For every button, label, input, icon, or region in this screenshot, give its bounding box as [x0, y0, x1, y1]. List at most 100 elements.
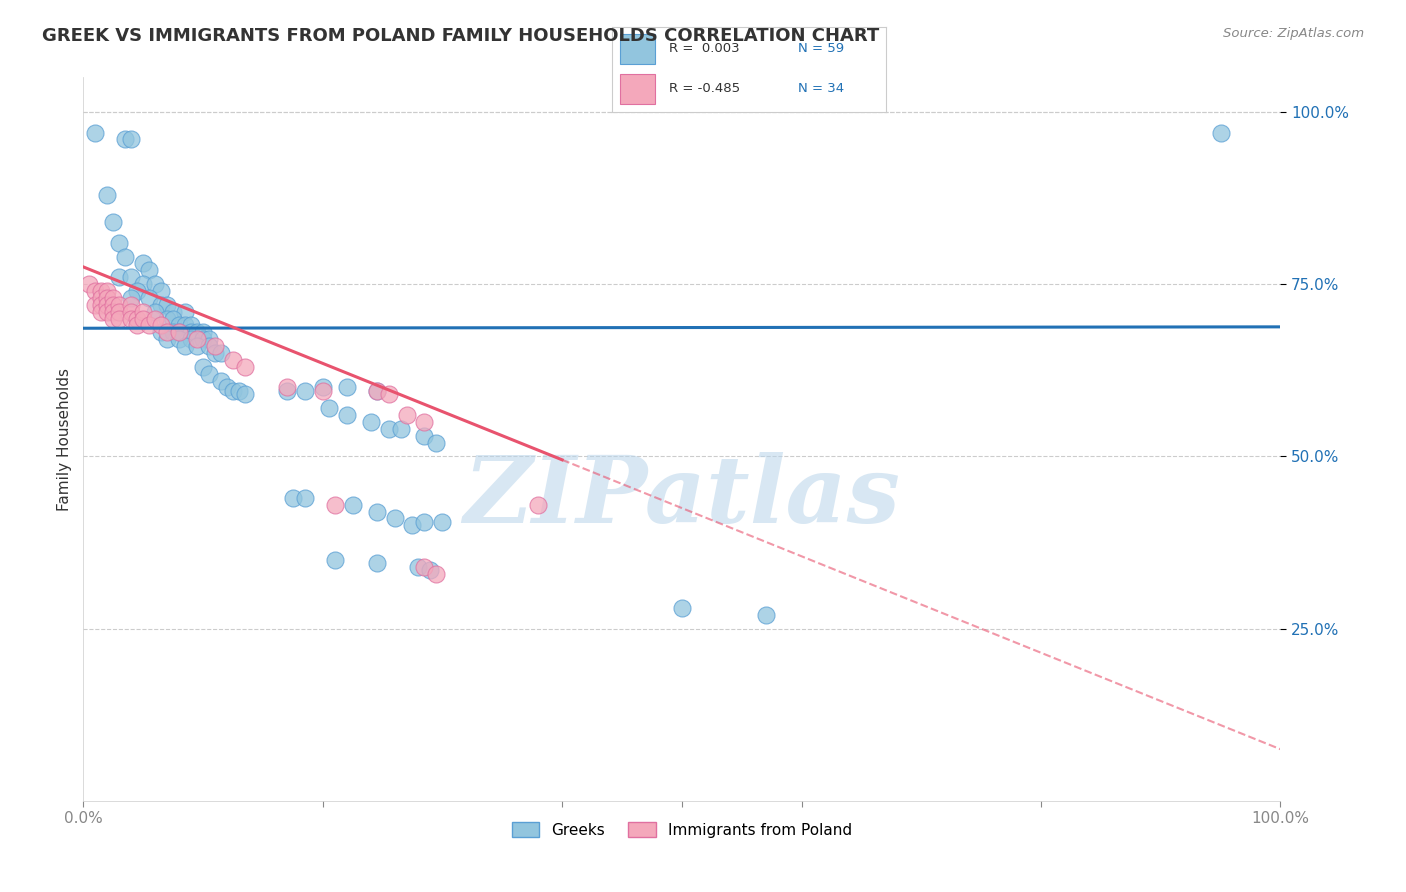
Point — [96, 298, 118, 312]
Point — [138, 263, 160, 277]
Point — [120, 311, 142, 326]
Point — [174, 304, 197, 318]
Point — [527, 498, 550, 512]
Point — [156, 326, 179, 340]
Point — [233, 387, 256, 401]
Point — [186, 332, 208, 346]
Point — [191, 359, 214, 374]
Point — [323, 498, 346, 512]
Point — [132, 277, 155, 292]
Point — [198, 332, 221, 346]
Point — [413, 515, 436, 529]
FancyBboxPatch shape — [620, 74, 655, 103]
Point — [150, 298, 173, 312]
Point — [162, 304, 184, 318]
Point — [162, 311, 184, 326]
Point — [96, 304, 118, 318]
Point — [120, 132, 142, 146]
Point — [90, 291, 112, 305]
Point — [156, 311, 179, 326]
FancyBboxPatch shape — [620, 35, 655, 64]
Point — [108, 311, 131, 326]
Point — [209, 374, 232, 388]
Legend: Greeks, Immigrants from Poland: Greeks, Immigrants from Poland — [506, 816, 858, 844]
Point — [162, 326, 184, 340]
Point — [120, 298, 142, 312]
Point — [90, 304, 112, 318]
Point — [312, 384, 335, 398]
Point — [276, 380, 298, 394]
Point — [186, 339, 208, 353]
Point — [377, 422, 399, 436]
Point — [156, 332, 179, 346]
Point — [103, 298, 125, 312]
Point — [167, 326, 190, 340]
Point — [276, 384, 298, 398]
Point — [1209, 126, 1232, 140]
Point — [108, 304, 131, 318]
Point — [228, 384, 250, 398]
Point — [156, 298, 179, 312]
Point — [127, 311, 149, 326]
Point — [120, 291, 142, 305]
Point — [180, 332, 202, 346]
Point — [755, 607, 778, 622]
Point — [84, 126, 107, 140]
Point — [401, 518, 423, 533]
Point — [294, 384, 316, 398]
Point — [84, 284, 107, 298]
Point — [425, 435, 447, 450]
Point — [281, 491, 304, 505]
Point — [167, 326, 190, 340]
Point — [419, 563, 441, 577]
Text: GREEK VS IMMIGRANTS FROM POLAND FAMILY HOUSEHOLDS CORRELATION CHART: GREEK VS IMMIGRANTS FROM POLAND FAMILY H… — [42, 27, 879, 45]
Point — [84, 298, 107, 312]
Point — [395, 408, 418, 422]
Point — [96, 187, 118, 202]
Point — [150, 326, 173, 340]
Point — [318, 401, 340, 416]
Point — [312, 380, 335, 394]
Point — [114, 250, 136, 264]
Point — [360, 415, 382, 429]
Point — [120, 270, 142, 285]
Point — [174, 318, 197, 333]
Point — [96, 291, 118, 305]
Point — [204, 339, 226, 353]
Point — [103, 215, 125, 229]
Point — [90, 298, 112, 312]
Point — [108, 235, 131, 250]
Point — [294, 491, 316, 505]
Point — [167, 332, 190, 346]
Point — [191, 326, 214, 340]
Point — [103, 291, 125, 305]
Point — [132, 304, 155, 318]
Point — [77, 277, 100, 292]
Point — [103, 304, 125, 318]
Point — [127, 318, 149, 333]
Point — [103, 311, 125, 326]
Text: N = 59: N = 59 — [799, 42, 844, 55]
Point — [132, 311, 155, 326]
Point — [180, 318, 202, 333]
Point — [120, 304, 142, 318]
Text: ZIPatlas: ZIPatlas — [464, 452, 900, 542]
Point — [366, 556, 388, 570]
Point — [191, 332, 214, 346]
Point — [198, 339, 221, 353]
Point — [138, 291, 160, 305]
Point — [366, 384, 388, 398]
Point — [323, 553, 346, 567]
Point — [366, 504, 388, 518]
Point — [377, 387, 399, 401]
Point — [204, 346, 226, 360]
Point — [114, 132, 136, 146]
Point — [108, 298, 131, 312]
Point — [143, 304, 166, 318]
Y-axis label: Family Households: Family Households — [58, 368, 72, 510]
Point — [138, 318, 160, 333]
Point — [132, 256, 155, 270]
Text: R =  0.003: R = 0.003 — [669, 42, 740, 55]
Text: N = 34: N = 34 — [799, 82, 844, 95]
Point — [150, 284, 173, 298]
